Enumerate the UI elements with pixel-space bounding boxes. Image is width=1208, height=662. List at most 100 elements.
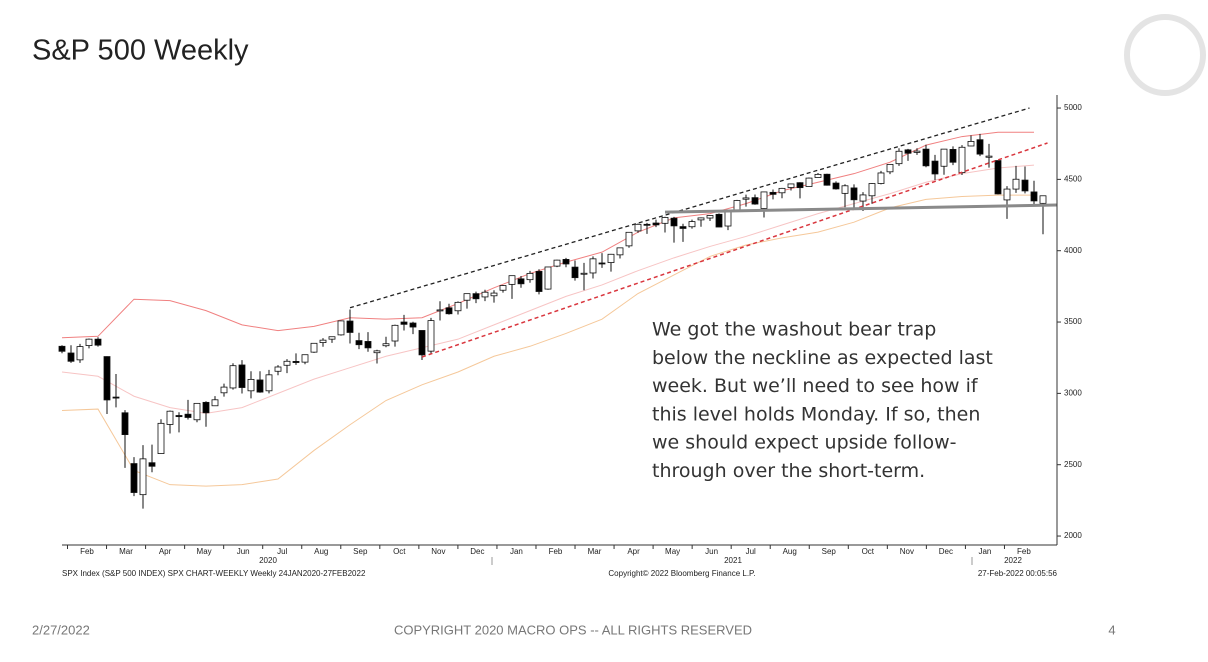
x-tick-label: Feb — [80, 547, 94, 556]
candle-body — [175, 415, 183, 418]
candle-body — [589, 258, 597, 274]
candle-body — [1039, 195, 1047, 204]
candle-body — [697, 217, 705, 221]
candle-body — [562, 259, 570, 265]
candle-body — [202, 401, 210, 414]
candle-body — [652, 222, 660, 226]
x-tick-label: Jun — [705, 547, 718, 556]
candle-body — [94, 338, 102, 346]
y-tick-label: 2500 — [1064, 460, 1082, 469]
candle-body — [607, 253, 615, 263]
candle-body — [139, 458, 147, 496]
candle-body — [526, 272, 534, 281]
candle-body — [535, 270, 543, 292]
annotation-line: week. But we’ll need to see how if — [652, 375, 979, 397]
candle-body — [490, 292, 498, 297]
candle-body — [544, 266, 552, 290]
candle-body — [481, 291, 489, 298]
candle-body — [85, 338, 93, 346]
x-tick-label: Oct — [862, 547, 875, 556]
candle-body — [508, 275, 516, 285]
x-tick-label: Nov — [900, 547, 914, 556]
candle-body — [103, 356, 111, 401]
year-label: 2020 — [259, 556, 277, 565]
candle-body — [751, 197, 759, 205]
x-tick-label: Mar — [588, 547, 602, 556]
x-tick-label: Jan — [978, 547, 991, 556]
candle-body — [931, 160, 939, 175]
candle-body — [382, 343, 390, 347]
x-tick-label: Jul — [277, 547, 287, 556]
candle-body — [157, 422, 165, 454]
candle-body — [184, 413, 192, 418]
candle-body — [634, 223, 642, 232]
candle-body — [274, 366, 282, 372]
candle-body — [319, 339, 327, 343]
candle-body — [814, 173, 822, 178]
y-tick-label: 4500 — [1064, 174, 1082, 183]
candle-body — [859, 194, 867, 202]
candle-body — [958, 146, 966, 173]
candle-body — [985, 155, 993, 158]
year-label: 2022 — [1004, 556, 1022, 565]
candle-body — [499, 285, 507, 291]
candle-body — [148, 462, 156, 467]
candle-body — [679, 226, 687, 229]
candle-body — [1012, 178, 1020, 190]
candle-body — [328, 336, 336, 340]
candle-body — [193, 402, 201, 421]
x-tick-label: Feb — [549, 547, 563, 556]
candle-body — [850, 187, 858, 201]
logo-circle — [1124, 14, 1206, 96]
candle-body — [400, 321, 408, 325]
candle-body — [895, 150, 903, 165]
x-tick-label: Oct — [393, 547, 406, 556]
candle-body — [832, 182, 840, 190]
candle-body — [301, 354, 309, 363]
x-tick-label: Jan — [510, 547, 523, 556]
candle-body — [841, 185, 849, 194]
candle-body — [229, 365, 237, 389]
candle-body — [292, 361, 300, 363]
candle-body — [769, 191, 777, 195]
candle-body — [553, 259, 561, 267]
candle-body — [76, 346, 84, 361]
candle-body — [1021, 179, 1029, 192]
x-tick-label: Nov — [431, 547, 445, 556]
source-left: SPX Index (S&P 500 INDEX) SPX CHART-WEEK… — [62, 569, 366, 578]
annotation-line: we should expect upside follow- — [652, 432, 957, 454]
y-tick-label: 2000 — [1064, 531, 1082, 540]
candle-body — [67, 352, 75, 362]
candle-body — [1030, 191, 1038, 202]
candle-body — [706, 215, 714, 219]
band-line — [61, 194, 1034, 487]
slide-date: 2/27/2022 — [32, 622, 90, 637]
candle-body — [760, 191, 768, 209]
trendline — [349, 107, 1030, 309]
source-right: 27-Feb-2022 00:05:56 — [978, 569, 1058, 578]
candle-body — [580, 272, 588, 275]
candle-body — [877, 172, 885, 184]
candle-body — [625, 231, 633, 247]
candle-body — [454, 301, 462, 312]
y-tick-label: 4000 — [1064, 246, 1082, 255]
candle-body — [787, 183, 795, 188]
candle-body — [310, 342, 318, 353]
candle-body — [346, 320, 354, 333]
candle-body — [337, 320, 345, 336]
candle-body — [211, 399, 219, 407]
y-tick-label: 3500 — [1064, 317, 1082, 326]
x-tick-label: May — [197, 547, 212, 556]
candle-body — [724, 210, 732, 227]
source-center: Copyright© 2022 Bloomberg Finance L.P. — [608, 569, 755, 578]
x-tick-label: Sep — [822, 547, 837, 556]
annotation-line: this level holds Monday. If so, then — [652, 403, 980, 425]
x-tick-label: Jul — [746, 547, 756, 556]
x-tick-label: May — [665, 547, 680, 556]
candle-body — [130, 463, 138, 493]
x-tick-label: Apr — [159, 547, 172, 556]
x-tick-label: Mar — [119, 547, 133, 556]
candle-body — [418, 330, 426, 356]
candle-body — [715, 213, 723, 228]
candle-body — [427, 320, 435, 352]
